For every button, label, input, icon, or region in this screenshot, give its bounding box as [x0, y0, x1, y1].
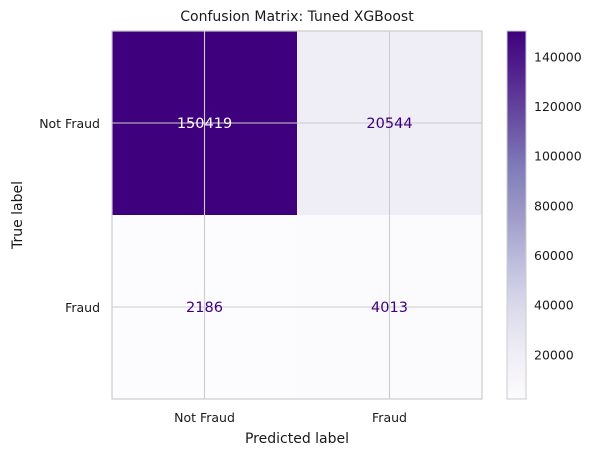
cell-value-labels: 150419 20544 2186 4013: [177, 116, 413, 316]
plot-frame: [111, 30, 483, 400]
colorbar: [506, 30, 527, 400]
colorbar-tick-label: 60000: [534, 248, 574, 263]
cell-value-label: 4013: [371, 300, 408, 316]
colorbar-ticks: 20000 40000 60000 80000 100000 120000 140000: [534, 49, 582, 362]
grid-lines: [112, 31, 482, 399]
colorbar-tick-label: 120000: [534, 99, 582, 114]
cell-value-label: 150419: [177, 116, 232, 132]
x-axis-label: Predicted label: [245, 431, 349, 447]
x-tick-label: Not Fraud: [174, 410, 235, 425]
colorbar-tick-label: 80000: [534, 198, 574, 213]
colorbar-tick-label: 100000: [534, 149, 582, 164]
x-tick-labels: Not Fraud Fraud: [174, 410, 407, 425]
cell-value-label: 2186: [186, 300, 223, 316]
heatmap-cells: [112, 31, 482, 399]
x-tick-label: Fraud: [372, 410, 407, 425]
y-axis-label: True label: [10, 181, 26, 250]
y-tick-labels: Not Fraud Fraud: [39, 116, 100, 315]
colorbar-tick-label: 40000: [534, 298, 574, 313]
y-tick-label: Fraud: [65, 300, 100, 315]
colorbar-tick-label: 20000: [534, 347, 574, 362]
y-tick-label: Not Fraud: [39, 116, 100, 131]
chart-title: Confusion Matrix: Tuned XGBoost: [180, 9, 414, 25]
cell-value-label: 20544: [366, 116, 412, 132]
colorbar-tick-label: 140000: [534, 49, 582, 64]
